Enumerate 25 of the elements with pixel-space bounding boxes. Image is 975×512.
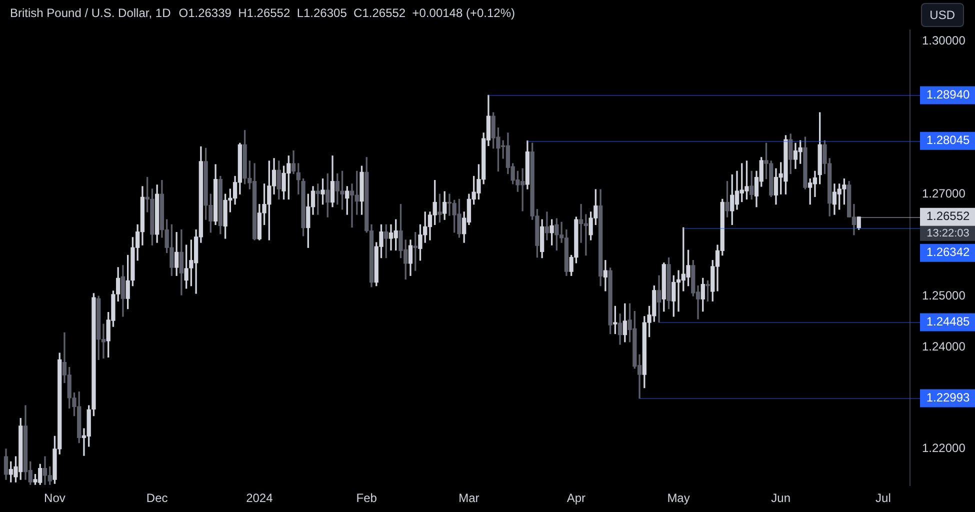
ref-line-label: 1.28045 <box>926 133 970 148</box>
x-tick-label: Dec <box>146 491 168 506</box>
y-tick-label: 1.27000 <box>922 186 966 200</box>
y-tick-label: 1.25000 <box>922 288 966 302</box>
x-tick-label: Jun <box>771 491 791 506</box>
x-tick-label: Nov <box>44 491 66 506</box>
y-tick-label: 1.30000 <box>922 34 966 48</box>
ref-line-label: 1.26552 <box>926 209 970 224</box>
y-tick-label: 1.24000 <box>922 339 966 354</box>
chart-title: British Pound / U.S. Dollar, 1D <box>10 6 171 20</box>
chart-subtitle: O1.26339 H1.26552 L1.26305 C1.26552 +0.00148 (+0.12%) <box>178 6 515 20</box>
x-tick-label: Feb <box>356 491 378 506</box>
text: 13:22:03 <box>926 227 970 240</box>
ref-line-label: 1.24485 <box>926 314 970 329</box>
ref-line-label: 1.22993 <box>926 390 970 405</box>
x-tick-label: Mar <box>458 491 480 506</box>
x-tick-label: Jul <box>876 491 891 506</box>
ref-line-label: 1.26342 <box>926 245 970 260</box>
x-tick-label: Apr <box>566 491 586 506</box>
x-tick-label: 2024 <box>246 491 274 506</box>
x-tick-label: May <box>667 491 690 506</box>
candlestick <box>544 212 550 240</box>
y-axis-title: USD <box>920 3 964 27</box>
y-tick-label: 1.22000 <box>922 441 966 456</box>
ref-line-label: 1.28940 <box>926 88 970 102</box>
